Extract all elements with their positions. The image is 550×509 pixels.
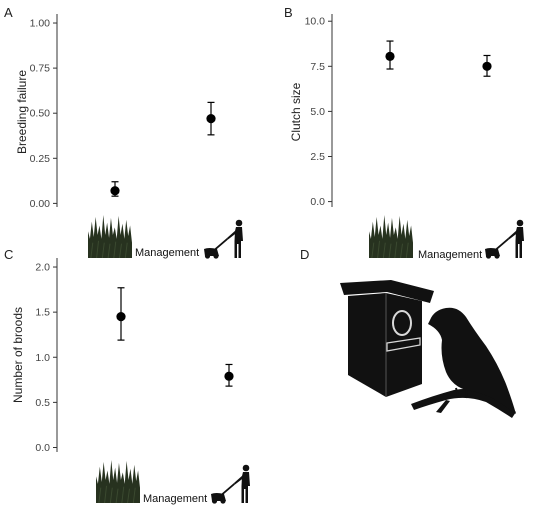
y-tick-label: 2.0	[35, 262, 50, 274]
y-tick-label: 5.0	[310, 106, 325, 118]
y-tick-label: 1.00	[30, 18, 51, 30]
y-axis-title-a: Breeding failure	[15, 70, 29, 154]
data-marks-b	[385, 40, 492, 77]
y-ticks-c: 0.0 0.5 1.0 1.5 2.0	[35, 262, 57, 454]
bird-icon	[411, 307, 516, 418]
y-tick-label: 0.0	[35, 442, 50, 454]
panel-b: B 0.0 2.5 5.0 7.5 10.0 Clutch size Managemen…	[284, 5, 524, 261]
panel-label-d: D	[300, 247, 309, 262]
data-point	[206, 114, 216, 124]
panel-label-a: A	[4, 5, 13, 20]
y-tick-label: 7.5	[310, 61, 325, 73]
grass-icon	[369, 214, 413, 258]
panel-label-c: C	[4, 247, 13, 262]
y-tick-label: 2.5	[310, 151, 325, 163]
y-tick-label: 0.00	[30, 198, 51, 210]
y-axis-title-c: Number of broods	[11, 307, 25, 403]
data-point	[385, 51, 395, 61]
y-tick-label: 1.0	[35, 352, 50, 364]
nest-box-icon	[340, 280, 434, 397]
grass-icon	[96, 459, 140, 503]
y-ticks-a: 0.00 0.25 0.50 0.75 1.00	[30, 18, 57, 210]
y-tick-label: 10.0	[305, 16, 326, 28]
y-tick-label: 0.0	[310, 196, 325, 208]
y-axis-title-b: Clutch size	[289, 82, 303, 141]
data-point	[116, 312, 126, 322]
data-marks-c	[116, 287, 234, 387]
data-point	[224, 371, 234, 381]
lawnmower-person-icon	[211, 464, 250, 504]
data-point	[110, 186, 120, 196]
data-point	[482, 61, 492, 71]
lawnmower-person-icon	[485, 219, 524, 259]
x-axis-title-a: Management	[135, 247, 199, 259]
panel-c: C 0.0 0.5 1.0 1.5 2.0 Number of broods Manag…	[4, 247, 250, 505]
y-ticks-b: 0.0 2.5 5.0 7.5 10.0	[305, 16, 332, 208]
panel-d: D	[300, 247, 516, 418]
lawnmower-person-icon	[204, 219, 243, 259]
x-axis-title-b: Management	[418, 249, 482, 261]
y-tick-label: 1.5	[35, 307, 50, 319]
y-tick-label: 0.5	[35, 397, 50, 409]
y-tick-label: 0.50	[30, 108, 51, 120]
grass-icon	[88, 214, 132, 258]
y-tick-label: 0.75	[30, 63, 51, 75]
data-marks-a	[110, 101, 216, 197]
panel-label-b: B	[284, 5, 293, 20]
panel-a: A 0.000.250.500.751.00 Breeding failure …	[4, 5, 243, 259]
y-tick-label: 0.25	[30, 153, 51, 165]
x-axis-title-c: Management	[143, 493, 207, 505]
